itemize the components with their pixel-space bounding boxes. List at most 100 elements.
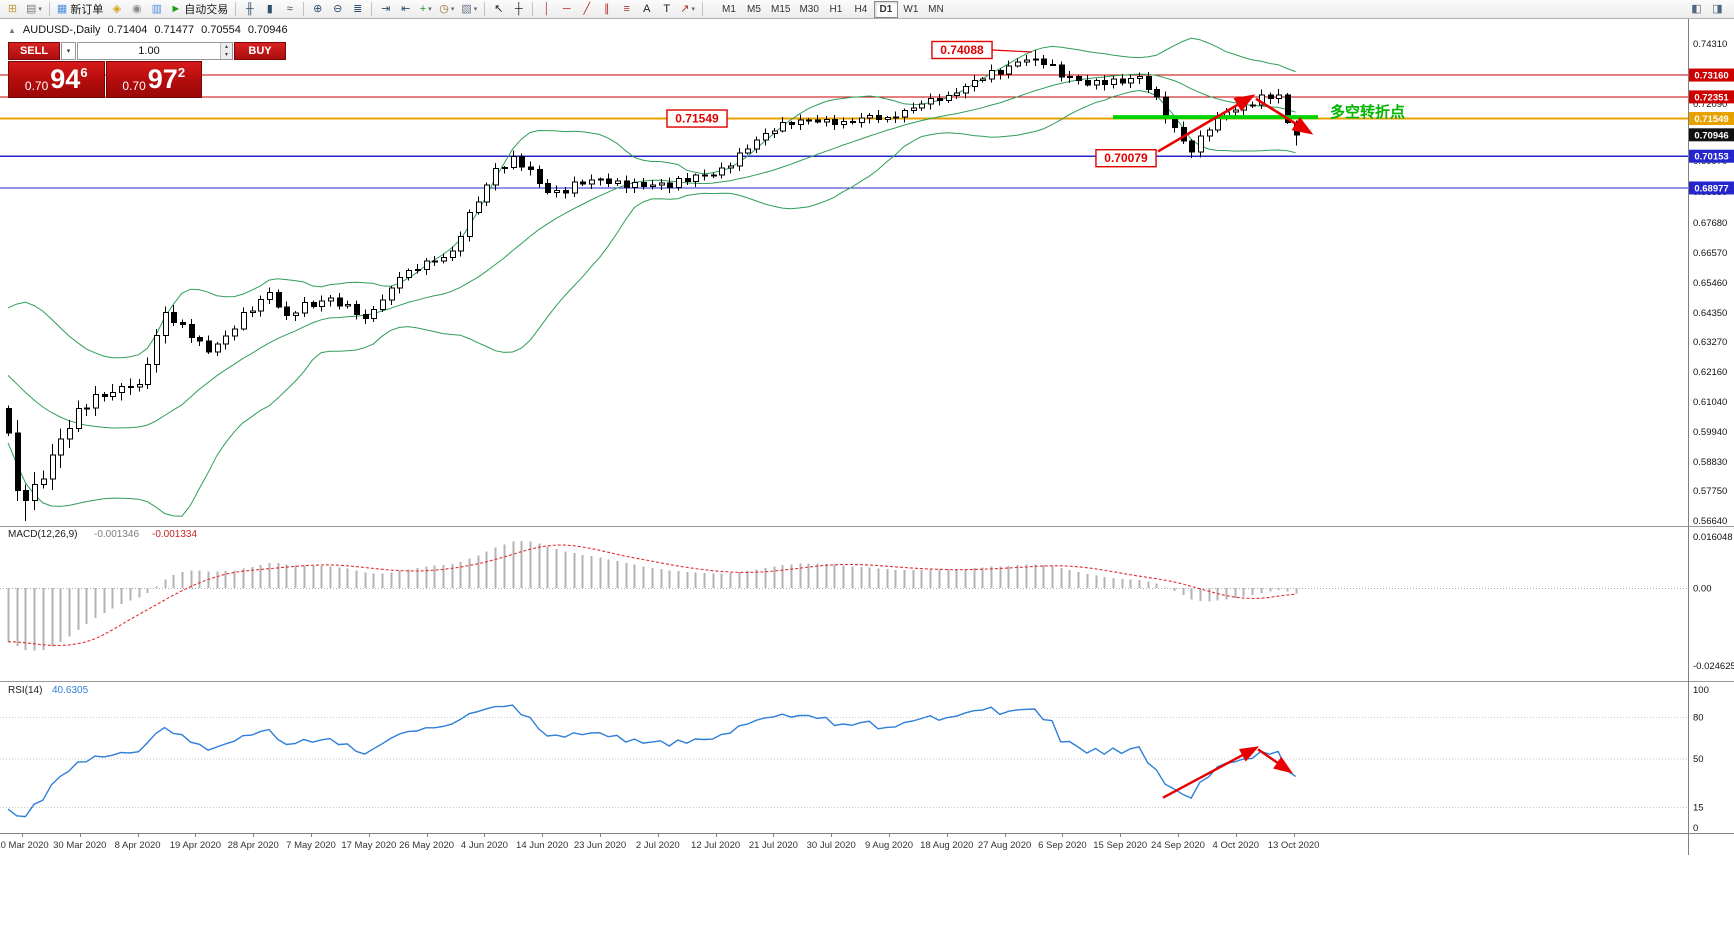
price-tag-label: 0.73160 — [1694, 71, 1728, 82]
candle — [15, 432, 21, 491]
candle — [276, 292, 282, 308]
macd-panel[interactable]: 0.016048 0.00 -0.024625 — [0, 532, 1734, 672]
price-annotation-box[interactable] — [1095, 149, 1157, 168]
timeframe-h4[interactable]: H4 — [854, 3, 868, 15]
price-scale[interactable]: 0.743100.731600.720900.699700.688300.676… — [1688, 19, 1734, 855]
collapse-arrow-icon[interactable]: ▲ — [8, 25, 16, 35]
fibonacci-tool-button[interactable]: ≡ — [617, 1, 636, 18]
timeframe-h1[interactable]: H1 — [829, 3, 843, 15]
date-label: 14 Jun 2020 — [516, 840, 568, 851]
candle — [841, 121, 847, 125]
candle — [563, 189, 569, 194]
new-chart-button[interactable]: ⊞ — [3, 1, 22, 18]
candle — [1015, 61, 1021, 67]
candle — [832, 119, 838, 125]
label-tool-button[interactable]: T — [657, 1, 676, 18]
templates-button[interactable]: ▧ ▾ — [458, 1, 480, 18]
trend-arrow-object[interactable] — [1255, 97, 1314, 135]
date-label: 23 Jun 2020 — [574, 840, 626, 851]
price-tick-label: 0.72090 — [1693, 99, 1727, 110]
trendline-tool-button[interactable]: ╱ — [577, 1, 596, 18]
periods-button[interactable]: ◷ ▾ — [436, 1, 457, 18]
candle — [1006, 65, 1012, 75]
line-chart-mode-button[interactable]: ≈ — [280, 1, 299, 18]
candle — [223, 335, 229, 345]
text-tool-button[interactable]: A — [637, 1, 656, 18]
options-icon: ◉ — [132, 2, 142, 15]
dock-panel-right-button[interactable]: ◨ — [1708, 1, 1727, 18]
buy-price-button[interactable]: 0.70 97 2 — [105, 61, 202, 98]
dropdown-caret-icon: ▾ — [450, 6, 455, 13]
chart-canvas[interactable]: MACD(12,26,9) -0.001346 -0.001334 RSI(14… — [0, 19, 1734, 945]
crosshair-button[interactable]: ┼ — [509, 1, 528, 18]
volume-decrease-button[interactable]: ▾ — [221, 51, 232, 59]
timeframe-group: M1 M5 M15 M30 H1 H4 D1 W1 MN — [717, 0, 948, 18]
rsi-scale-label: 0 — [1693, 823, 1698, 834]
timeframe-m5[interactable]: M5 — [747, 3, 761, 15]
zoom-in-button[interactable]: ⊕ — [308, 1, 327, 18]
auto-scroll-icon: ⇥ — [381, 2, 391, 15]
order-type-dropdown[interactable]: ▾ — [61, 42, 76, 60]
price-annotation-box[interactable] — [931, 40, 993, 60]
price-tag — [1689, 149, 1734, 163]
bar-chart-mode-button[interactable]: ╫ — [240, 1, 259, 18]
price-tick-label: 0.62160 — [1693, 367, 1727, 378]
timeframe-m30[interactable]: M30 — [799, 3, 819, 15]
zoom-out-button[interactable]: ⊖ — [328, 1, 347, 18]
candle — [467, 212, 473, 238]
volume-input[interactable] — [78, 43, 220, 59]
rsi-panel[interactable]: 100 80 50 15 0 — [0, 685, 1709, 834]
price-tick-label: 0.74310 — [1693, 39, 1727, 50]
market-watch-button[interactable]: ▥ — [147, 1, 166, 18]
time-scale[interactable]: 20 Mar 2020 30 Mar 2020 8 Apr 2020 19 Apr 2… — [0, 833, 1734, 852]
buy-button[interactable]: BUY — [234, 42, 286, 60]
timeframe-w1[interactable]: W1 — [903, 3, 919, 15]
buy-price-sup: 2 — [177, 65, 186, 80]
timeframe-d1[interactable]: D1 — [873, 0, 898, 18]
candle — [1207, 129, 1213, 137]
sell-price-button[interactable]: 0.70 94 6 — [8, 61, 105, 98]
date-label: 9 Aug 2020 — [865, 840, 913, 851]
candle — [476, 201, 482, 214]
timeframe-mn[interactable]: MN — [928, 3, 944, 15]
candle — [415, 268, 421, 271]
arrows-tool-button[interactable]: ↗ ▾ — [677, 1, 698, 18]
timeframe-m15[interactable]: M15 — [771, 3, 791, 15]
candlestick-mode-button[interactable]: ▮ — [260, 1, 279, 18]
profiles-button[interactable]: ▤ ▾ — [23, 1, 45, 18]
volume-increase-button[interactable]: ▴ — [221, 43, 232, 51]
toolbar-separator — [303, 2, 305, 16]
timeframe-m1[interactable]: M1 — [722, 3, 736, 15]
channel-tool-button[interactable]: ∥ — [597, 1, 616, 18]
date-label: 15 Sep 2020 — [1093, 840, 1147, 851]
candle — [302, 302, 308, 314]
candle — [1154, 89, 1160, 98]
cursor-button[interactable]: ↖ — [489, 1, 508, 18]
auto-scroll-button[interactable]: ⇥ — [376, 1, 395, 18]
trend-arrow-object[interactable] — [1157, 94, 1256, 153]
candle — [484, 184, 490, 203]
vertical-line-tool-button[interactable]: │ — [537, 1, 556, 18]
options-button[interactable]: ◉ — [127, 1, 146, 18]
price-tick-label: 0.61040 — [1693, 397, 1727, 408]
sell-button[interactable]: SELL — [8, 42, 60, 60]
rsi-arrow-object[interactable] — [1257, 748, 1293, 774]
indicator-list-button[interactable]: ≣ — [348, 1, 367, 18]
price-annotation-box[interactable] — [666, 109, 728, 128]
rsi-arrow-object[interactable] — [1162, 746, 1260, 799]
candle — [441, 256, 447, 262]
horizontal-line-tool-button[interactable]: ─ — [557, 1, 576, 18]
candle — [702, 174, 708, 177]
candle — [23, 489, 29, 501]
chart-shift-button[interactable]: ⇤ — [396, 1, 415, 18]
turning-point-note[interactable]: 多空转折点 — [1330, 103, 1405, 121]
new-order-button[interactable]: ▦ 新订单 — [54, 1, 106, 18]
dock-panel-left-button[interactable]: ◧ — [1687, 1, 1706, 18]
bollinger-lower-band — [7, 89, 1296, 517]
candle — [258, 299, 264, 312]
candle — [928, 97, 934, 105]
metaeditor-button[interactable]: ◈ — [107, 1, 126, 18]
auto-trading-button[interactable]: ► 自动交易 — [167, 1, 231, 18]
bollinger-upper-band — [7, 37, 1296, 359]
indicators-button[interactable]: + ▾ — [416, 1, 435, 18]
